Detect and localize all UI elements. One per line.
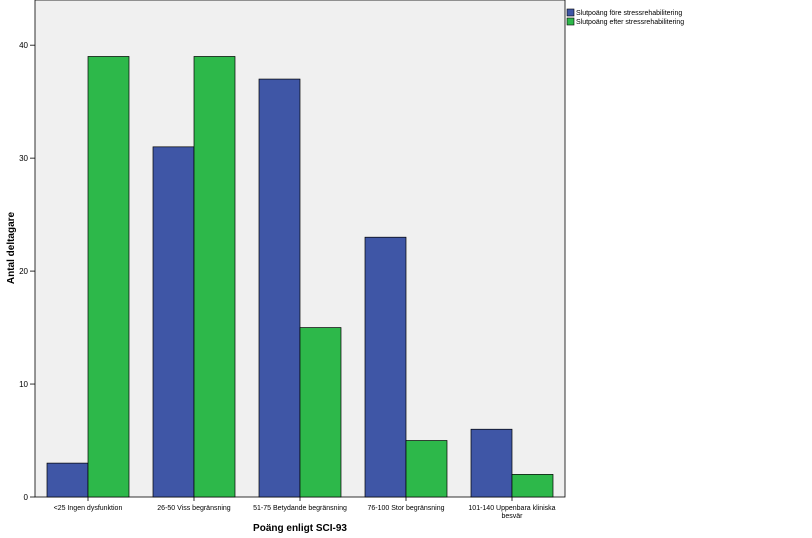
legend-label: Slutpoäng före stressrehabilitering xyxy=(576,10,682,17)
x-axis-title: Poäng enligt SCI-93 xyxy=(253,523,347,534)
x-tick-label: 101-140 Uppenbara kliniska besvär xyxy=(468,505,555,520)
bar-after xyxy=(405,440,448,498)
legend-swatch xyxy=(566,17,575,26)
bar-before xyxy=(364,236,407,498)
y-tick-label: 20 xyxy=(19,267,28,276)
y-axis: 0 10 20 30 40 xyxy=(19,41,35,502)
y-tick-label: 10 xyxy=(19,380,28,389)
legend-label: Slutpoäng efter stressrehabilitering xyxy=(576,19,684,26)
x-tick-label: 26-50 Viss begränsning xyxy=(157,505,231,512)
legend-swatch xyxy=(566,8,575,17)
y-tick-label: 40 xyxy=(19,41,28,50)
bar-after xyxy=(193,56,236,498)
bar-after xyxy=(299,327,342,498)
bar-before xyxy=(152,146,195,498)
bar-before xyxy=(258,78,301,498)
bar-after xyxy=(87,56,130,498)
x-tick-label: 76-100 Stor begränsning xyxy=(367,505,444,512)
x-axis: <25 Ingen dysfunktion 26-50 Viss begränsn… xyxy=(54,497,556,520)
y-axis-title: Antal deltagare xyxy=(6,211,17,284)
legend: Slutpoäng före stressrehabilitering Slutp… xyxy=(566,8,684,26)
bars xyxy=(46,56,554,498)
bar-before xyxy=(470,428,513,498)
y-tick-label: 30 xyxy=(19,154,28,163)
x-tick-label: 51-75 Betydande begränsning xyxy=(253,505,347,512)
x-tick-label: <25 Ingen dysfunktion xyxy=(54,505,123,512)
bar-before xyxy=(46,462,89,498)
bar-after xyxy=(511,474,554,498)
y-tick-label: 0 xyxy=(24,493,29,502)
